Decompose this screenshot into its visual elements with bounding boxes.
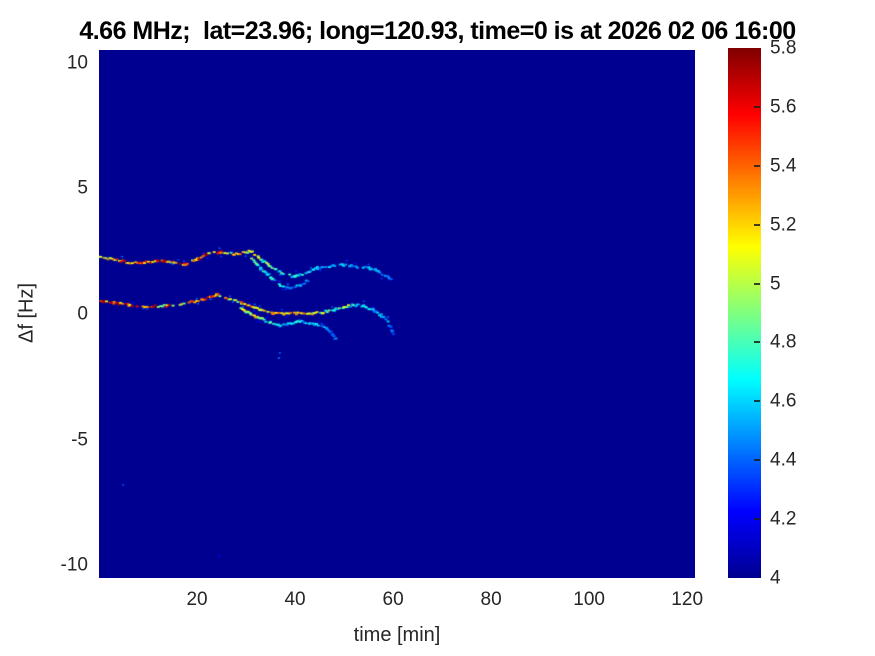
colorbar-tick-mark	[754, 164, 760, 167]
ytick-label: -10	[60, 554, 88, 576]
colorbar-tick-mark	[754, 105, 760, 108]
colorbar-tick-mark	[754, 282, 760, 285]
cbtick-label: 5.6	[770, 96, 797, 118]
spectrogram-plot	[99, 50, 695, 578]
xtick-label: 20	[186, 589, 208, 610]
cbtick-label: 5.4	[770, 155, 797, 177]
xtick-label: 100	[573, 589, 605, 610]
colorbar-tick-mark	[754, 459, 760, 462]
cbtick-label: 4.8	[770, 331, 797, 353]
y-axis-label: Δf [Hz]	[15, 282, 38, 344]
cbtick-label: 5.8	[770, 37, 797, 59]
plot-title: 4.66 MHz; lat=23.96; long=120.93, time=0…	[79, 17, 796, 45]
cbtick-label: 5	[770, 273, 781, 295]
colorbar-tick-mark	[754, 518, 760, 521]
x-axis-label: time [min]	[353, 624, 441, 646]
colorbar-tick-mark	[754, 223, 760, 226]
ytick-label: 10	[66, 52, 88, 74]
spectrogram-canvas	[99, 50, 695, 578]
xtick-label: 40	[284, 589, 306, 610]
xtick-label: 120	[671, 589, 704, 610]
ytick-label: 0	[77, 303, 88, 325]
cbtick-label: 5.2	[770, 214, 797, 236]
ytick-label: -5	[71, 429, 88, 451]
ytick-label: 5	[77, 177, 88, 199]
cbtick-label: 4.6	[770, 390, 797, 412]
cbtick-label: 4.2	[770, 508, 797, 530]
colorbar-tick-mark	[754, 400, 760, 403]
cbtick-label: 4.4	[770, 449, 797, 471]
colorbar-tick-mark	[754, 341, 760, 344]
xtick-label: 60	[382, 589, 404, 610]
colorbar-gradient	[728, 48, 761, 578]
xtick-label: 80	[480, 589, 502, 610]
cbtick-label: 4	[770, 567, 781, 589]
